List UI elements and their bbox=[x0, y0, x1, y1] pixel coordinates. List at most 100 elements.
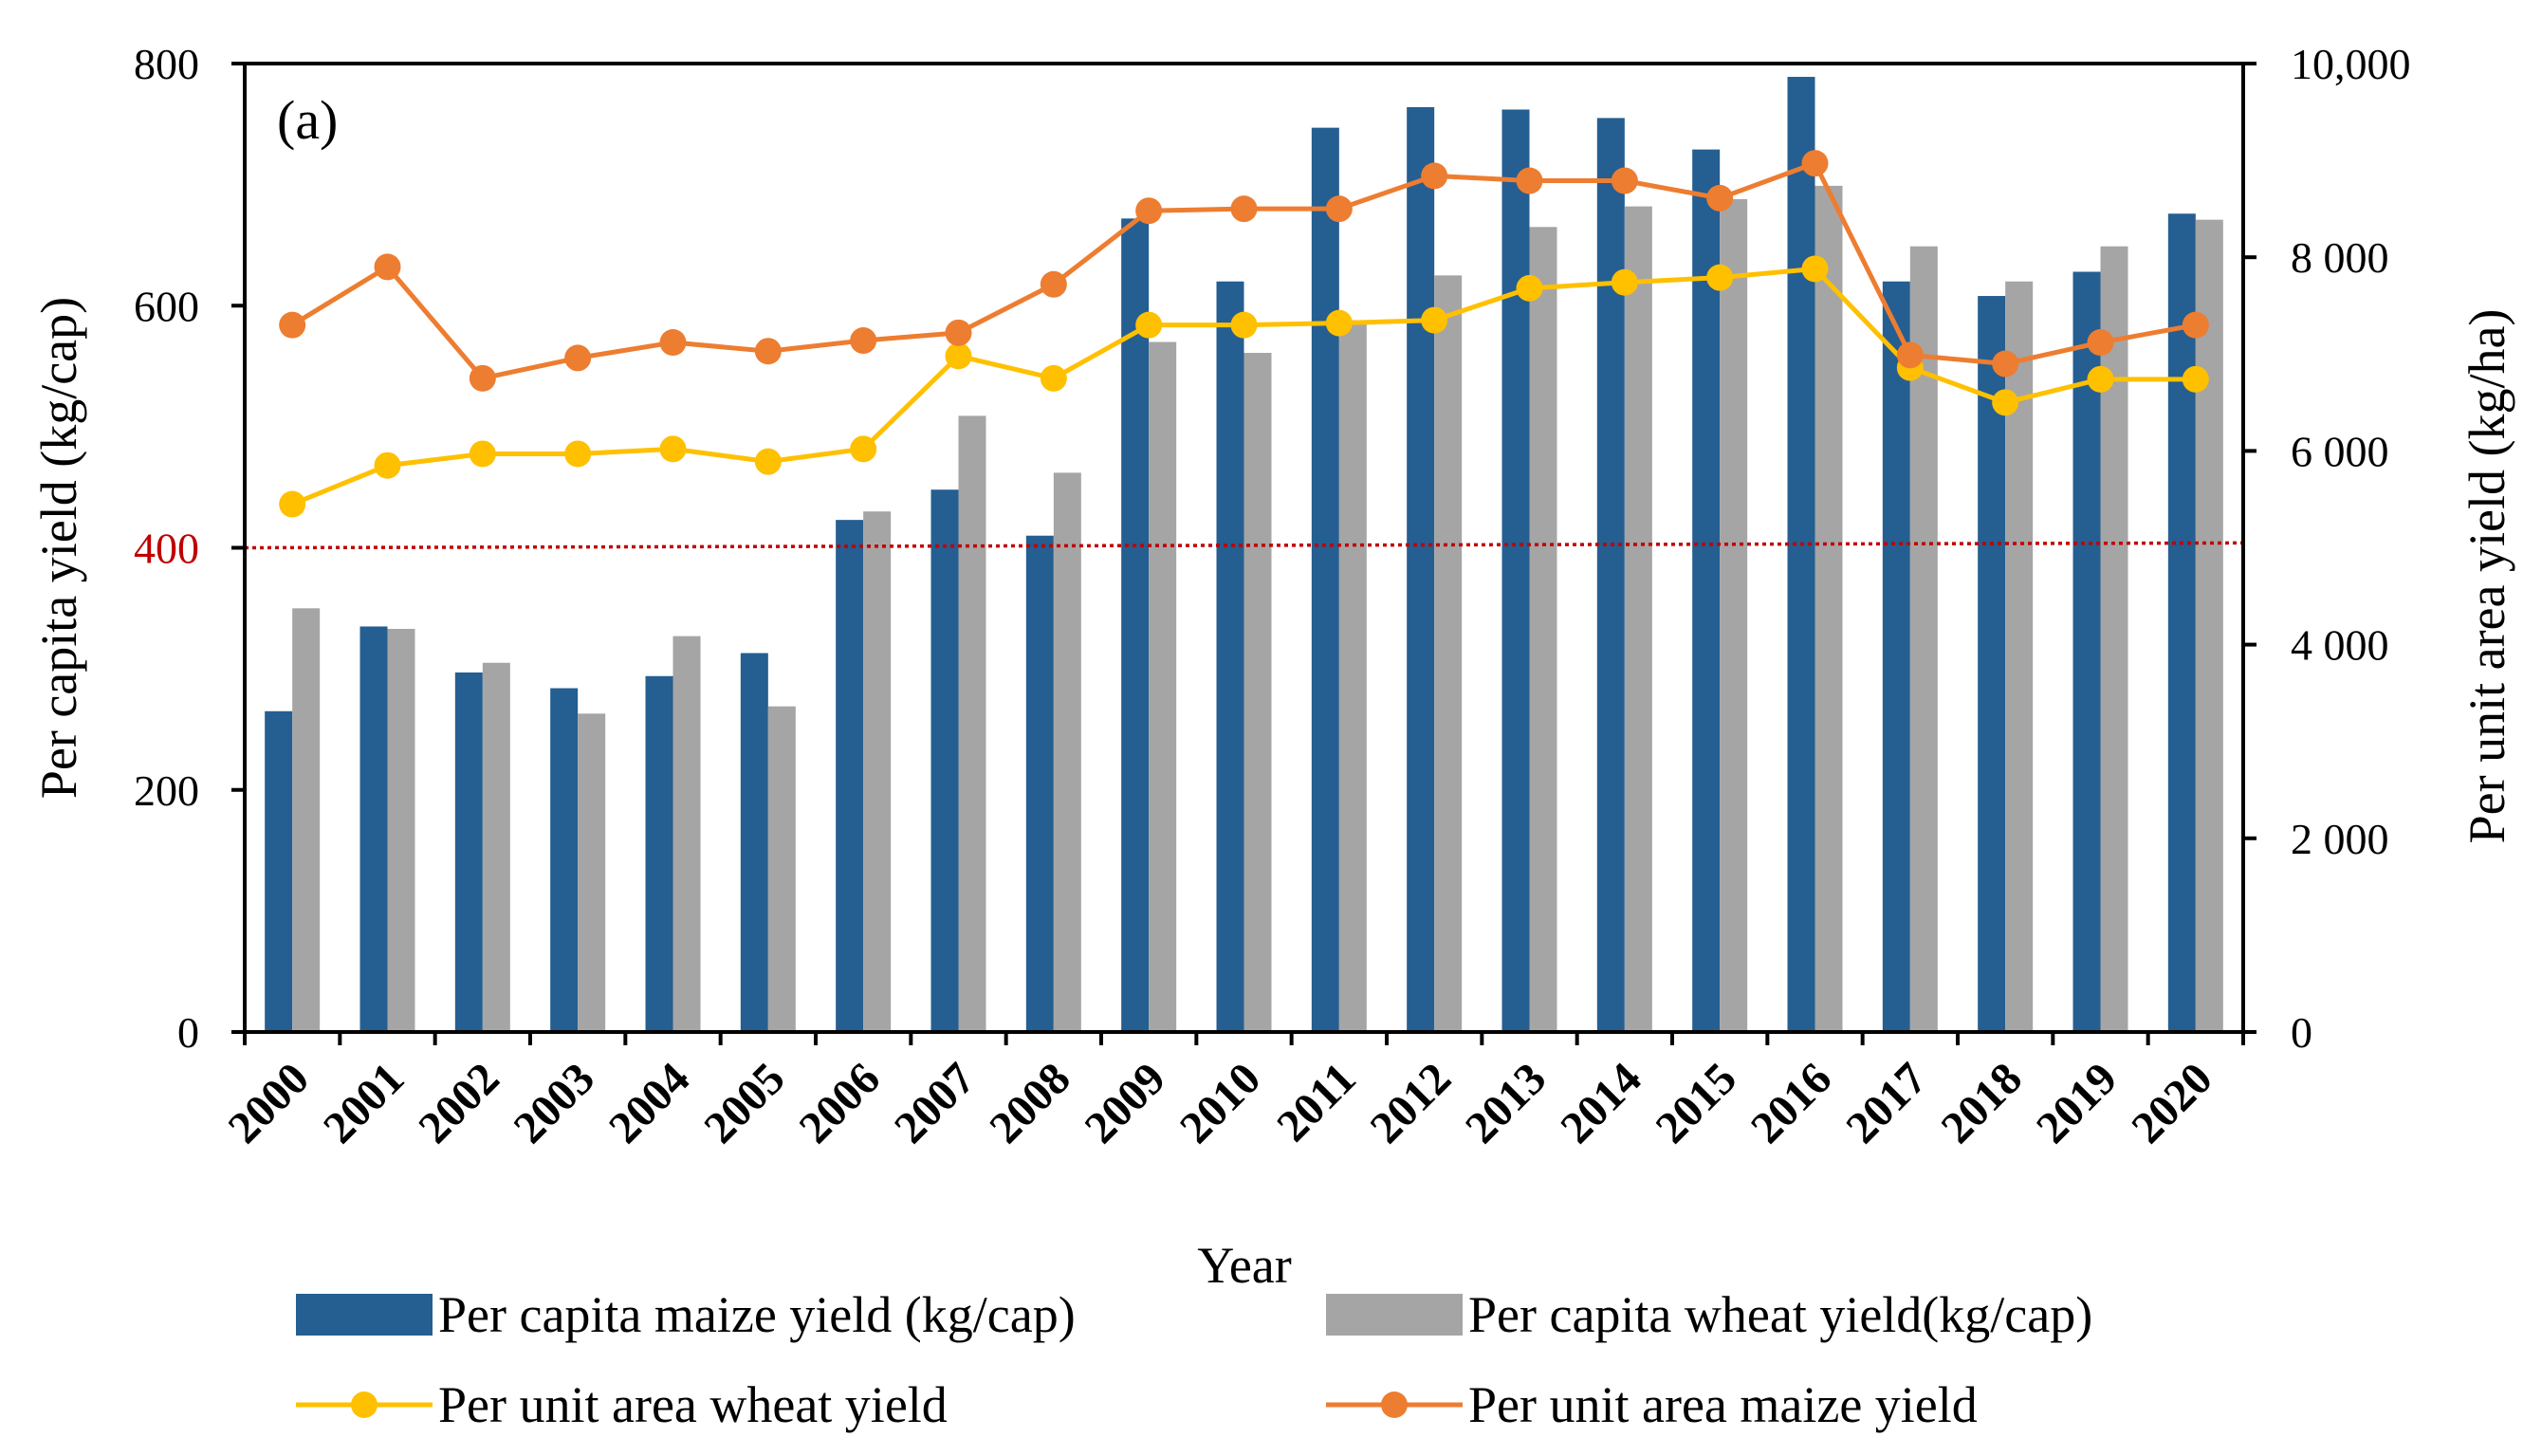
right-tick-label-0: 0 bbox=[2291, 1008, 2312, 1057]
maize-bar-2002 bbox=[454, 672, 483, 1032]
wheat-bar-2011 bbox=[1338, 320, 1367, 1032]
x-tick-label-2019: 2019 bbox=[2027, 1053, 2127, 1152]
y-axis-title-left: Per capita yield (kg/cap) bbox=[30, 297, 87, 799]
maize-bar-2005 bbox=[740, 653, 768, 1032]
maize-area-marker-2004 bbox=[659, 329, 687, 357]
maize-bar-2007 bbox=[930, 489, 959, 1032]
maize-area-marker-2017 bbox=[1896, 341, 1924, 369]
x-tick-label-2007: 2007 bbox=[885, 1053, 985, 1152]
maize-area-marker-2016 bbox=[1801, 150, 1829, 177]
maize-bar-2018 bbox=[1978, 296, 2006, 1032]
legend-wheat-area-label: Per unit area wheat yield bbox=[438, 1376, 948, 1433]
y-axis-title-right: Per unit area yield (kg/ha) bbox=[2459, 309, 2515, 844]
wheat-area-marker-2002 bbox=[469, 440, 496, 468]
wheat-area-marker-2010 bbox=[1230, 311, 1258, 339]
maize-area-marker-2003 bbox=[564, 344, 592, 372]
wheat-area-marker-2013 bbox=[1516, 274, 1543, 302]
wheat-area-marker-2011 bbox=[1325, 309, 1353, 337]
maize-area-marker-2000 bbox=[279, 311, 306, 339]
legend-wheat-per-capita-swatch bbox=[1326, 1294, 1463, 1336]
reference-line-400 bbox=[244, 541, 2244, 550]
wheat-area-marker-2020 bbox=[2182, 365, 2209, 393]
right-tick-label-4000: 4 000 bbox=[2291, 621, 2389, 670]
maize-bar-2004 bbox=[645, 675, 673, 1032]
wheat-bar-2008 bbox=[1053, 472, 1081, 1032]
x-tick-label-2015: 2015 bbox=[1647, 1053, 1746, 1152]
wheat-area-marker-2004 bbox=[659, 435, 687, 463]
wheat-area-marker-2007 bbox=[945, 342, 972, 370]
maize-bar-2017 bbox=[1882, 281, 1910, 1033]
maize-area-marker-2015 bbox=[1706, 184, 1734, 212]
right-tick-label-6000: 6 000 bbox=[2291, 427, 2389, 475]
left-tick-label-0: 0 bbox=[177, 1008, 199, 1057]
wheat-bar-2016 bbox=[1814, 185, 1843, 1032]
maize-area-marker-2019 bbox=[2087, 329, 2114, 357]
x-tick-label-2012: 2012 bbox=[1361, 1053, 1461, 1152]
x-tick-label-2017: 2017 bbox=[1836, 1053, 1936, 1152]
maize-bar-2015 bbox=[1692, 149, 1721, 1032]
wheat-bar-2020 bbox=[2195, 219, 2223, 1033]
maize-bar-2010 bbox=[1216, 281, 1244, 1033]
wheat-bar-2012 bbox=[1434, 275, 1463, 1032]
reference-layer bbox=[244, 541, 2244, 550]
legend-maize-per-capita-swatch bbox=[296, 1294, 433, 1336]
x-tick-label-2003: 2003 bbox=[505, 1053, 604, 1152]
panel-label: (a) bbox=[277, 89, 338, 151]
x-tick-label-2010: 2010 bbox=[1170, 1053, 1270, 1152]
wheat-bar-2013 bbox=[1529, 227, 1557, 1032]
wheat-area-marker-2016 bbox=[1801, 255, 1829, 283]
x-tick-label-2005: 2005 bbox=[694, 1053, 794, 1152]
wheat-bar-2000 bbox=[292, 608, 321, 1032]
wheat-bar-2002 bbox=[482, 662, 510, 1032]
legend-maize-area-label: Per unit area maize yield bbox=[1468, 1376, 1978, 1433]
right-tick-label-10000: 10,000 bbox=[2291, 40, 2411, 88]
maize-bar-2019 bbox=[2072, 271, 2101, 1032]
maize-area-marker-2005 bbox=[754, 338, 782, 365]
left-tick-label-400: 400 bbox=[134, 525, 199, 573]
wheat-bar-2010 bbox=[1243, 353, 1272, 1032]
maize-area-marker-2011 bbox=[1325, 195, 1353, 223]
left-tick-label-200: 200 bbox=[134, 766, 199, 815]
maize-area-marker-2020 bbox=[2182, 311, 2209, 339]
wheat-area-marker-2014 bbox=[1611, 268, 1638, 296]
x-tick-label-2001: 2001 bbox=[314, 1053, 414, 1152]
wheat-area-marker-2003 bbox=[564, 440, 592, 468]
wheat-area-marker-2005 bbox=[754, 448, 782, 475]
x-tick-label-2013: 2013 bbox=[1456, 1053, 1556, 1152]
wheat-bar-2019 bbox=[2100, 246, 2128, 1032]
maize-bar-2011 bbox=[1311, 127, 1339, 1033]
x-tick-label-2008: 2008 bbox=[980, 1053, 1079, 1152]
x-tick-label-2011: 2011 bbox=[1267, 1053, 1365, 1151]
wheat-bar-2003 bbox=[578, 713, 606, 1032]
maize-bar-2014 bbox=[1596, 118, 1625, 1032]
maize-bar-2003 bbox=[550, 688, 579, 1032]
x-tick-label-2020: 2020 bbox=[2122, 1053, 2221, 1152]
wheat-area-marker-2006 bbox=[850, 435, 877, 463]
wheat-bar-2001 bbox=[387, 629, 415, 1032]
maize-area-marker-2007 bbox=[945, 319, 972, 346]
maize-area-marker-2008 bbox=[1040, 270, 1067, 298]
wheat-bar-2009 bbox=[1149, 341, 1177, 1033]
maize-bar-2001 bbox=[359, 626, 388, 1032]
wheat-area-marker-2009 bbox=[1135, 311, 1163, 339]
maize-area-marker-2018 bbox=[1992, 350, 2019, 378]
maize-area-marker-2010 bbox=[1230, 195, 1258, 223]
legend: Per capita maize yield (kg/cap) Per capit… bbox=[296, 1286, 2092, 1433]
x-tick-label-2004: 2004 bbox=[599, 1053, 699, 1152]
maize-area-marker-2014 bbox=[1611, 167, 1638, 194]
wheat-area-marker-2019 bbox=[2087, 365, 2114, 393]
maize-area-marker-2013 bbox=[1516, 167, 1543, 194]
legend-wheat-per-capita-label: Per capita wheat yield(kg/cap) bbox=[1468, 1286, 2092, 1343]
legend-maize-per-capita-label: Per capita maize yield (kg/cap) bbox=[438, 1286, 1076, 1343]
left-tick-label-800: 800 bbox=[134, 40, 199, 88]
maize-area-marker-2001 bbox=[374, 253, 401, 281]
legend-maize-area-swatch-marker bbox=[1381, 1391, 1408, 1418]
maize-area-marker-2006 bbox=[850, 327, 877, 355]
x-tick-label-2000: 2000 bbox=[219, 1053, 319, 1152]
wheat-area-marker-2012 bbox=[1421, 306, 1448, 334]
bars-layer bbox=[265, 77, 2223, 1033]
maize-bar-2016 bbox=[1787, 77, 1815, 1032]
x-axis-title: Year bbox=[1197, 1237, 1292, 1294]
